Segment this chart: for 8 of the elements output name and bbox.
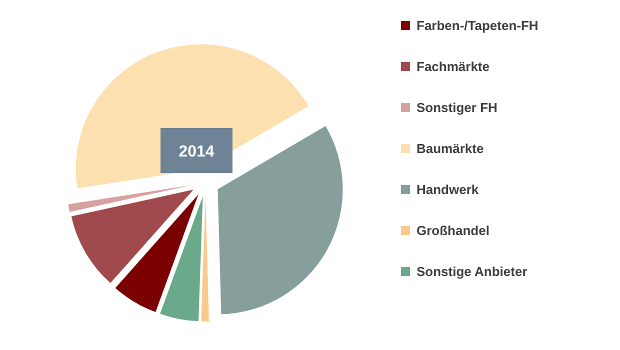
legend-label: Sonstiger FH — [416, 100, 498, 115]
legend-label: Farben-/Tapeten-FH — [416, 18, 538, 33]
legend-label: Sonstige Anbieter — [416, 264, 528, 279]
legend-label: Baumärkte — [416, 141, 484, 156]
legend-label: Fachmärkte — [416, 59, 490, 74]
legend-label: Handwerk — [416, 182, 480, 197]
text: 2014 — [178, 144, 214, 160]
legend-label: Großhandel — [416, 223, 490, 238]
